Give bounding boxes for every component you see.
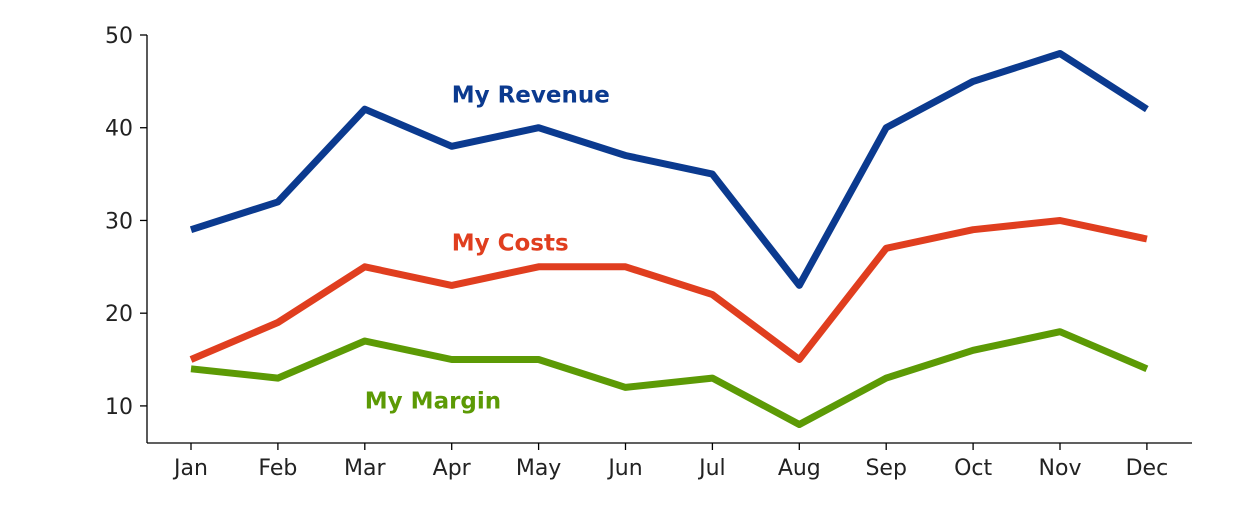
- series-line-my-margin: [190, 328, 1149, 428]
- x-tick-label: May: [516, 456, 561, 481]
- series-lines: [189, 50, 1149, 428]
- x-tick-label: Jul: [697, 456, 726, 481]
- x-tick-label: Oct: [954, 456, 992, 481]
- x-axis-ticks: Jan Feb Mar Apr May Jun Jul Aug Sep Oct Nov Dec: [172, 443, 1168, 481]
- series-line-my-costs: [189, 217, 1148, 363]
- x-tick-label: Sep: [865, 456, 906, 481]
- x-tick-label: Aug: [778, 456, 821, 481]
- x-tick-label: Nov: [1039, 456, 1082, 481]
- series-labels: My Revenue My Costs My Margin: [365, 82, 610, 414]
- y-tick-label: 40: [105, 117, 133, 142]
- series-label-my-costs: My Costs: [452, 231, 569, 257]
- x-tick-label: Mar: [344, 456, 386, 481]
- y-tick-label: 20: [105, 302, 133, 327]
- series-label-my-revenue: My Revenue: [452, 82, 610, 108]
- x-tick-label: Jan: [172, 456, 208, 481]
- series-label-my-margin: My Margin: [365, 388, 501, 414]
- x-tick-label: Feb: [258, 456, 297, 481]
- y-tick-label: 10: [105, 395, 133, 420]
- x-tick-label: Jun: [606, 456, 642, 481]
- y-axis-ticks: 10 20 30 40 50: [105, 24, 147, 420]
- y-tick-label: 50: [105, 24, 133, 49]
- x-tick-label: Apr: [433, 456, 472, 481]
- x-tick-label: Dec: [1126, 456, 1169, 481]
- series-line-my-revenue: [189, 50, 1149, 289]
- y-tick-label: 30: [105, 209, 133, 234]
